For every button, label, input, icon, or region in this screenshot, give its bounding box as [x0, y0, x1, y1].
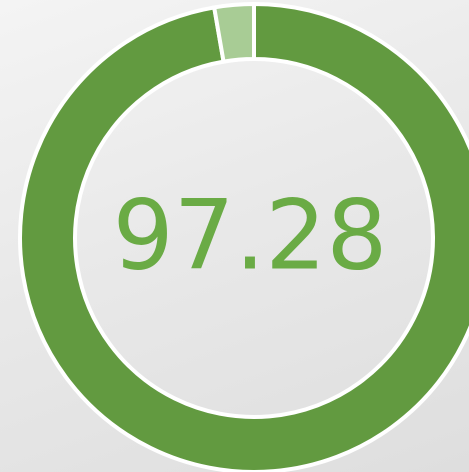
- center-value: 97.28: [113, 179, 388, 291]
- donut-segment: [18, 1, 469, 472]
- donut-segment: [211, 1, 256, 64]
